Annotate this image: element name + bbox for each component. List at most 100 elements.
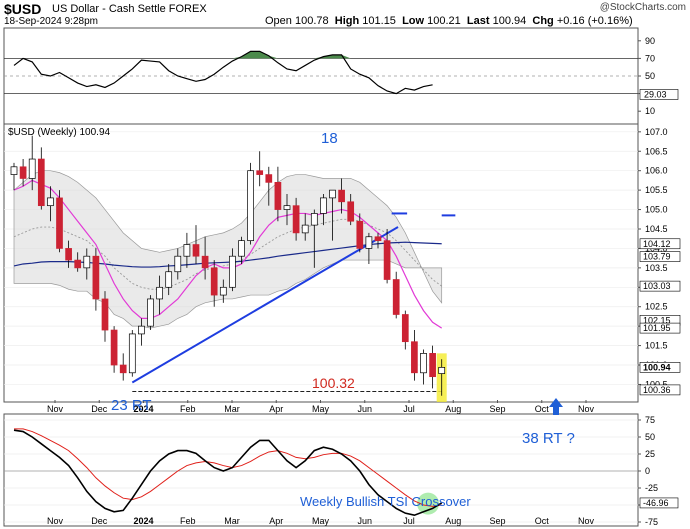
price-value-label: 101.95	[643, 323, 671, 333]
tsi-x-label: Oct	[535, 516, 550, 526]
rsi-overbought-fill	[14, 51, 433, 59]
rsi-last-box	[639, 89, 679, 100]
candle-body	[65, 248, 72, 261]
panel-frame-2	[3, 413, 639, 527]
price-x-label: Dec	[91, 404, 108, 414]
price-tick-label: 101.5	[645, 341, 668, 351]
tsi-x-label: Feb	[180, 516, 196, 526]
price-x-label: Aug	[445, 404, 461, 414]
price-tick-label: 106.0	[645, 166, 668, 176]
candle-body	[83, 255, 91, 269]
tsi-x-label: Mar	[224, 516, 240, 526]
tsi-x-label: Jun	[357, 516, 372, 526]
candle-body	[219, 286, 227, 296]
candle-body	[229, 255, 236, 288]
candle-body	[19, 166, 27, 179]
candle-body	[329, 189, 336, 199]
rsi-tick-label: 10	[645, 106, 655, 116]
tsi-tick-label: -75	[645, 517, 658, 527]
price-x-label: 2024	[133, 404, 153, 414]
price-tick-label: 105.5	[645, 185, 668, 195]
candle-body	[310, 213, 318, 226]
tsi-last-label: -46.96	[643, 498, 669, 508]
tsi-x-label: 2024	[133, 516, 153, 526]
candle-body	[347, 201, 355, 222]
tsi-x-label: Apr	[269, 516, 283, 526]
tsi-x-label: Nov	[578, 516, 595, 526]
price-x-label: Oct	[535, 404, 550, 414]
candle-body	[56, 197, 63, 249]
symbol: $USD	[4, 1, 42, 17]
price-value-label: 100.94	[643, 362, 671, 372]
annotation-38rt: 38 RT ?	[522, 430, 575, 447]
price-x-label: Sep	[489, 404, 505, 414]
price-value-label: 103.03	[643, 281, 671, 291]
price-tick-label: 105.0	[645, 205, 668, 215]
candle-body	[128, 333, 136, 374]
candle-body	[356, 220, 364, 249]
candle-body	[183, 244, 191, 257]
price-value-label: 104.12	[643, 239, 671, 249]
price-value-box	[639, 251, 681, 262]
tsi-signal-line	[14, 428, 442, 507]
tsi-tick-label: 50	[645, 432, 655, 442]
tsi-x-label: Aug	[445, 516, 461, 526]
price-x-label: Jul	[403, 404, 415, 414]
watermark: @StockCharts.com	[599, 2, 686, 13]
candle-body	[401, 314, 409, 343]
candle-body	[210, 267, 218, 296]
ma-fast-line	[13, 179, 443, 329]
candle-body	[392, 279, 400, 315]
rsi-tick-label: 70	[645, 53, 655, 63]
candle-body	[238, 240, 245, 257]
rsi-last-label: 29.03	[644, 89, 667, 99]
price-tick-label: 106.5	[645, 146, 668, 156]
price-value-box	[639, 238, 681, 250]
price-value-box	[639, 280, 681, 292]
candle-body	[174, 255, 182, 273]
candle-body	[292, 205, 300, 234]
price-x-label: Feb	[180, 404, 196, 414]
bb-midline	[13, 218, 442, 290]
tsi-tick-label: 75	[645, 415, 655, 425]
candle-body	[47, 197, 54, 207]
candle-body	[119, 364, 127, 374]
candle-body	[438, 367, 446, 374]
candle-body	[301, 224, 309, 234]
candle-body	[165, 271, 173, 288]
candle-body	[192, 244, 200, 257]
candle-body	[74, 259, 82, 269]
candle-body	[338, 189, 345, 203]
price-tick-label: 104.5	[645, 224, 668, 234]
candle-body	[28, 158, 36, 179]
panel-frame-0	[3, 27, 639, 125]
chart-header: $USD US Dollar - Cash Settle FOREX 18-Se…	[0, 0, 690, 28]
price-tick-label: 100.5	[645, 379, 668, 389]
price-panel-title: $USD (Weekly) 100.94	[8, 127, 111, 138]
price-x-label: Nov	[47, 404, 64, 414]
price-tick-label: 103.5	[645, 263, 668, 273]
candle-body	[110, 329, 118, 366]
price-value-box	[639, 362, 681, 373]
price-x-label: Apr	[269, 404, 283, 414]
price-value-box	[639, 322, 681, 334]
candle-body	[147, 298, 154, 327]
price-value-label: 102.15	[643, 315, 671, 325]
annotation-23rt: 23 RT	[111, 397, 152, 414]
candle-body	[383, 240, 391, 280]
price-x-label: Jun	[357, 404, 372, 414]
candle-body	[283, 205, 291, 210]
uptrend-line	[131, 226, 399, 384]
price-tick-label: 102.5	[645, 302, 668, 312]
price-value-label: 103.79	[643, 252, 671, 262]
tsi-tick-label: -25	[645, 483, 658, 493]
candle-body	[92, 255, 100, 300]
candle-body	[420, 353, 427, 374]
price-tick-label: 107.0	[645, 127, 668, 137]
candle-body	[101, 298, 109, 331]
candle-body	[265, 174, 273, 183]
price-x-label: Mar	[224, 404, 240, 414]
annotation-18: 18	[321, 130, 338, 147]
candle-body	[156, 286, 163, 300]
